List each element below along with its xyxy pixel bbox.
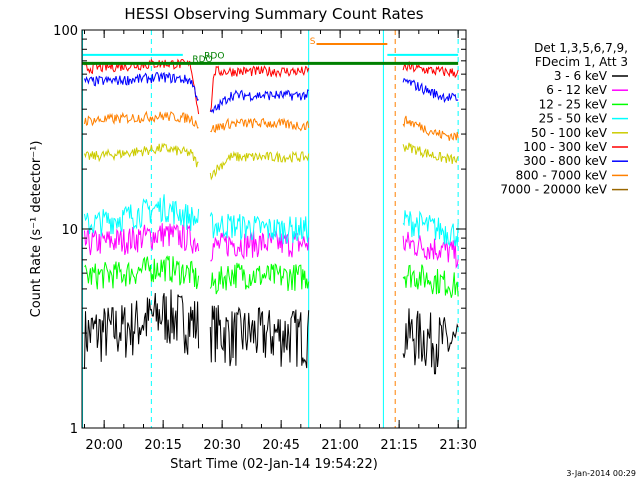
legend-entry-label-1: 3 - 6 keV <box>554 69 608 83</box>
x-tick-label-7: 21:30 <box>439 438 476 453</box>
legend-entry-label-4: 25 - 50 keV <box>539 112 608 126</box>
series-line-2 <box>84 223 459 269</box>
legend-entry-label-3: 12 - 25 keV <box>539 97 608 111</box>
annotation-3: S <box>310 37 316 47</box>
y-tick-label-2: 10 <box>61 223 78 238</box>
legend-entry-label-8: 800 - 7000 keV <box>516 168 608 182</box>
legend-entry-label-7: 300 - 800 keV <box>523 154 607 168</box>
series-line-5 <box>84 142 459 181</box>
series-line-1 <box>84 289 459 375</box>
series-line-7 <box>84 71 459 114</box>
x-tick-label-2: 20:15 <box>144 438 181 453</box>
legend-entry-label-9: 7000 - 20000 keV <box>500 183 607 197</box>
series-line-4 <box>84 194 459 247</box>
x-tick-label-5: 21:00 <box>321 438 358 453</box>
x-tick-label-3: 20:30 <box>203 438 240 453</box>
x-tick-label-1: 20:00 <box>85 438 122 453</box>
y-tick-label-1: 1 <box>70 422 78 437</box>
legend-header-line-2: FDecim 1, Att 3 <box>535 55 628 69</box>
y-tick-label-3: 100 <box>53 24 78 39</box>
x-tick-label-4: 20:45 <box>262 438 299 453</box>
axis-layer: 20:00 20:15 20:30 20:45 21:00 21:15 21:30 1 10 10… <box>53 24 477 453</box>
legend-entry-label-5: 50 - 100 keV <box>531 126 608 140</box>
legend-entry-label-6: 100 - 300 keV <box>523 140 607 154</box>
annotation-2: RDO <box>204 51 224 61</box>
series-line-8 <box>84 110 459 141</box>
x-tick-label-6: 21:15 <box>380 438 417 453</box>
y-axis-label: Count Rate (s⁻¹ detector⁻¹) <box>29 141 44 318</box>
legend: Det 1,3,5,6,7,9, FDecim 1, Att 3 3 - 6 k… <box>500 41 628 197</box>
legend-header-line-1: Det 1,3,5,6,7,9, <box>534 41 628 55</box>
series-line-3 <box>84 255 459 298</box>
legend-entry-label-2: 6 - 12 keV <box>546 83 608 97</box>
annotation-1: RDO <box>192 55 212 65</box>
date-stamp: 3-Jan-2014 00:29 <box>566 469 636 478</box>
x-axis-label: Start Time (02-Jan-14 19:54:22) <box>170 457 378 472</box>
chart-title: HESSI Observing Summary Count Rates <box>124 5 423 23</box>
